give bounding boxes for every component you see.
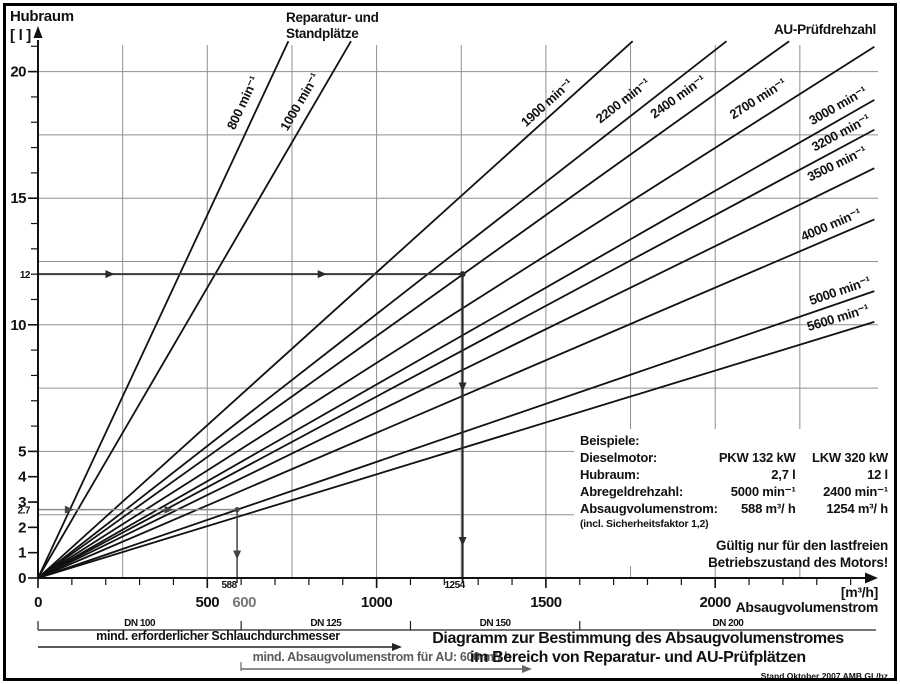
y-axis-title: Hubraum	[10, 8, 74, 25]
examples-box-mask	[574, 429, 893, 566]
arrowhead	[105, 270, 115, 279]
arrowhead	[392, 643, 402, 651]
y-axis-unit: [ l ]	[10, 27, 31, 44]
x-axis-title: Absaugvolumenstrom	[735, 599, 879, 615]
example-row-pkw: PKW 132 kW	[718, 450, 796, 465]
diagram-title-line2: im Bereich von Reparatur- und AU-Prüfplä…	[470, 649, 806, 666]
diagram-title-line1: Diagramm zur Bestimmung des Absaugvolume…	[432, 630, 844, 647]
y-tick-label-0: 0	[18, 570, 26, 587]
rpm-line-4000	[37, 218, 875, 579]
rpm-line-5600	[37, 320, 875, 579]
x-tick-label-1000: 1000	[361, 594, 393, 611]
x-tick-label-500: 500	[196, 594, 220, 611]
diagram-title: Diagramm zur Bestimmung des Absaugvolume…	[398, 629, 878, 667]
y-tick-label-4: 4	[18, 469, 27, 486]
example-row-pkw: 2,7 l	[771, 467, 796, 482]
x-axis-unit: [m³/h]	[840, 584, 878, 600]
example-row-lkw: 12 l	[867, 467, 888, 482]
arrowhead	[233, 550, 242, 560]
example-row-label: Hubraum:	[580, 467, 640, 482]
examples-heading: Beispiele:	[580, 433, 640, 448]
x-axis-arrowhead	[865, 572, 878, 584]
validity-line2: Betriebszustand des Motors!	[708, 555, 888, 570]
y-tick-label-20: 20	[10, 64, 26, 81]
example-row-rpm: Abregeldrehzahl: 5000 min⁻¹ 2400 min⁻¹	[580, 483, 888, 500]
dn-segment-label: DN 150	[480, 618, 512, 629]
rpm-line-800	[37, 40, 290, 579]
example-row-lkw: 1254 m³/ h	[826, 501, 888, 516]
example-row-engine: Dieselmotor: PKW 132 kW LKW 320 kW	[580, 449, 888, 466]
group-label-repair: Reparatur- und Standplätze	[286, 10, 379, 42]
hose-diameter-annotation: mind. erforderlicher Schlauchdurchmesser	[96, 629, 340, 643]
example-row-lkw: 2400 min⁻¹	[823, 484, 888, 499]
rpm-line-1900	[37, 40, 634, 579]
revision-stamp: Stand Oktober 2007 AMB GL/bz	[760, 671, 888, 681]
au-min-flow-tick-label: 600	[232, 594, 256, 611]
x-tick-label-2000: 2000	[700, 594, 732, 611]
rpm-line-2200	[37, 40, 728, 579]
example-xtick-1254: 1254	[444, 580, 465, 591]
x-tick-label-1500: 1500	[530, 594, 562, 611]
example-row-lkw: LKW 320 kW	[811, 450, 888, 465]
arrowhead	[458, 536, 467, 546]
dn-segment-label: DN 100	[124, 618, 156, 629]
arrowhead	[33, 26, 43, 38]
example-row-displacement: Hubraum: 2,7 l 12 l	[580, 466, 888, 483]
example-ytick-2.7: 2.7	[18, 506, 31, 517]
examples-box: Beispiele: Dieselmotor: PKW 132 kW LKW 3…	[580, 433, 888, 571]
validity-line1: Gültig nur für den lastfreien	[716, 538, 888, 553]
y-tick-label-10: 10	[10, 317, 26, 334]
arrowhead	[522, 665, 532, 673]
example-row-label: Absaugvolumenstrom:	[580, 501, 718, 516]
example-junction-dot	[459, 271, 466, 278]
rpm-line-2700	[37, 45, 875, 579]
y-tick-label-3: 3	[18, 494, 26, 511]
example-row-pkw: 588 m³/ h	[741, 501, 796, 516]
rpm-line-2400	[37, 40, 790, 579]
examples-note: (incl. Sicherheitsfaktor 1,2)	[580, 518, 709, 530]
arrowhead	[317, 270, 327, 279]
validity-note: Gültig nur für den lastfreien Betriebszu…	[580, 537, 888, 571]
arrowhead	[458, 382, 467, 392]
example-junction-dot	[234, 507, 240, 513]
example-row-label: Abregeldrehzahl:	[580, 484, 683, 499]
arrowhead	[164, 505, 174, 514]
group-label-repair-line2: Standplätze	[286, 26, 359, 41]
example-row-flow: Absaugvolumenstrom: 588 m³/ h 1254 m³/ h	[580, 500, 888, 517]
example-ytick-12: 12	[20, 270, 31, 281]
y-tick-label-5: 5	[18, 443, 26, 460]
rpm-line-3000	[37, 99, 875, 579]
au-min-flow-annotation: mind. Absaugvolumenstrom für AU: 600 m³/…	[252, 650, 512, 664]
y-tick-label-2: 2	[18, 519, 26, 536]
example-row-pkw: 5000 min⁻¹	[730, 484, 796, 499]
y-tick-label-15: 15	[10, 190, 26, 207]
rpm-line-1000	[37, 40, 352, 579]
dn-segment-label: DN 200	[712, 618, 744, 629]
x-tick-label-0: 0	[34, 594, 42, 611]
example-row-label: Dieselmotor:	[580, 450, 658, 465]
example-xtick-588: 588	[222, 580, 238, 591]
arrowhead	[64, 505, 74, 514]
y-tick-label-1: 1	[18, 545, 26, 562]
rpm-line-5000	[37, 290, 875, 579]
dn-segment-label: DN 125	[310, 618, 342, 629]
group-label-au: AU-Prüfdrehzahl	[773, 22, 876, 37]
rpm-line-3200	[37, 128, 875, 579]
group-label-repair-line1: Reparatur- und	[286, 10, 379, 25]
